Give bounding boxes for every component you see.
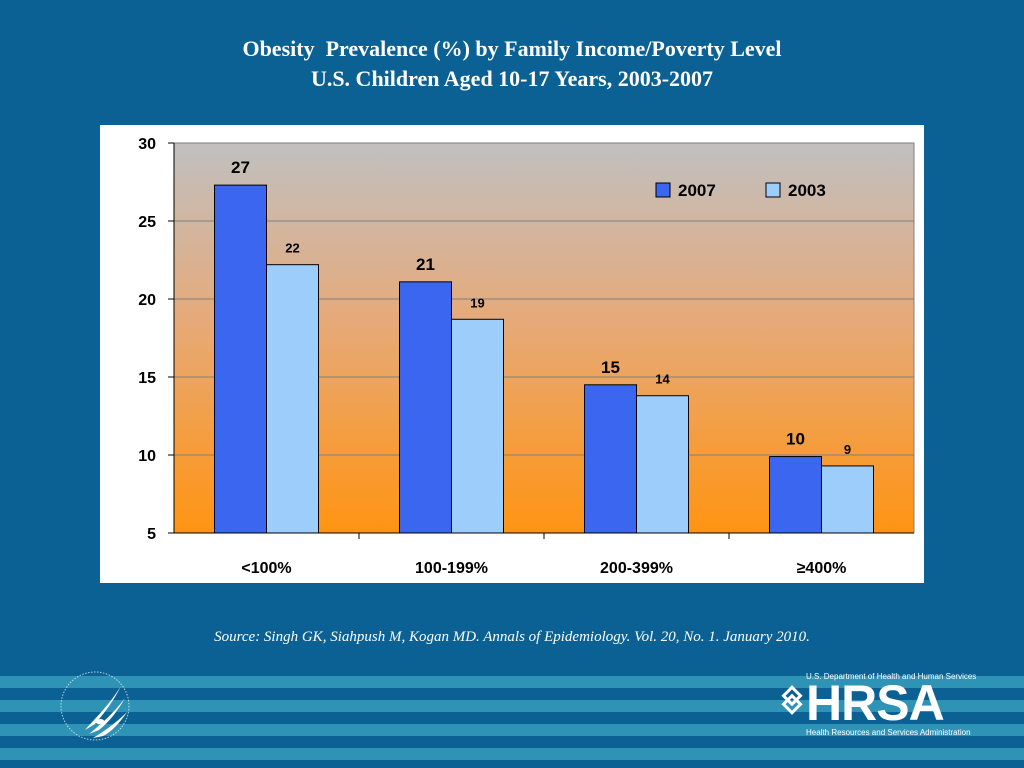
axes: [168, 142, 914, 539]
legend-label-2003: 2003: [788, 181, 826, 200]
hrsa-department-text: U.S. Department of Health and Human Serv…: [806, 672, 977, 681]
x-tick-label: <100%: [241, 560, 291, 577]
hrsa-logo-mark-icon: [781, 685, 803, 715]
bar-2003-3: [821, 465, 874, 534]
y-tick-label: 5: [147, 526, 156, 543]
tick-labels: 5 10 15 20 25 30 <100% 100-199% 200-399% ≥400%: [138, 136, 846, 577]
chart-panel: 5 10 15 20 25 30 <100% 100-199% 200-399% ≥400% 27…: [100, 125, 924, 583]
data-labels: 27 22 21 19 15 14 10 9: [231, 158, 851, 457]
data-label: 22: [285, 241, 299, 256]
data-label: 27: [231, 158, 250, 177]
y-tick-label: 15: [138, 370, 156, 387]
legend: 2007 2003: [655, 181, 826, 200]
data-label: 15: [601, 358, 620, 377]
bar-2003-2: [636, 395, 689, 534]
y-tick-label: 25: [138, 214, 156, 231]
data-label: 19: [470, 295, 484, 310]
hhs-eagle-logo-icon: [60, 671, 130, 741]
y-tick-label: 10: [138, 448, 156, 465]
bar-chart: 5 10 15 20 25 30 <100% 100-199% 200-399% ≥400% 27…: [138, 136, 915, 577]
slide-title: Obesity Prevalence (%) by Family Income/…: [0, 34, 1024, 94]
hrsa-subtitle-text: Health Resources and Services Administra…: [806, 728, 971, 737]
bar-2007-0: [214, 184, 267, 534]
bar-2003-0: [266, 264, 319, 534]
y-tick-label: 20: [138, 292, 156, 309]
title-line-2: U.S. Children Aged 10-17 Years, 2003-200…: [310, 66, 714, 91]
source-citation: Source: Singh GK, Siahpush M, Kogan MD. …: [214, 629, 810, 645]
legend-label-2007: 2007: [678, 181, 716, 200]
bar-2007-3: [769, 456, 822, 534]
data-label: 9: [844, 442, 851, 457]
y-tick-label: 30: [138, 136, 156, 153]
data-label: 21: [416, 255, 435, 274]
legend-swatch-2007: [655, 182, 671, 198]
x-tick-label: 200-399%: [600, 560, 673, 577]
data-label: 10: [786, 430, 805, 449]
bar-2003-1: [451, 318, 504, 534]
hrsa-wordmark: HRSA: [806, 675, 945, 731]
bar-2007-1: [399, 281, 452, 534]
bars: [214, 184, 874, 534]
bar-2007-2: [584, 384, 637, 534]
title-line-1: Obesity Prevalence (%) by Family Income/…: [242, 36, 782, 61]
legend-swatch-2003: [765, 182, 781, 198]
footer-stripes: [0, 664, 1024, 768]
x-tick-label: 100-199%: [415, 560, 488, 577]
x-tick-label: ≥400%: [797, 560, 847, 577]
data-label: 14: [655, 372, 670, 387]
